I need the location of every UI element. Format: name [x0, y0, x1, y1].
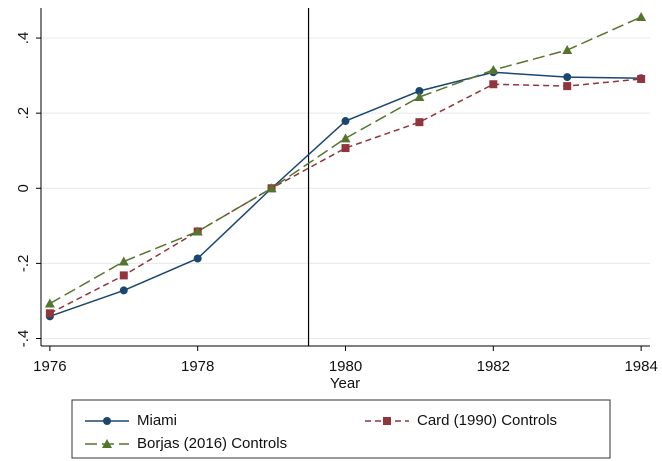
x-axis-label: Year [330, 375, 360, 392]
marker [102, 439, 112, 448]
marker [489, 80, 498, 89]
x-tick-label: 1982 [477, 358, 510, 375]
marker [45, 309, 54, 318]
legend-label: Card (1990) Controls [417, 412, 557, 429]
marker [266, 183, 277, 193]
y-tick-label: -.4 [15, 330, 32, 348]
x-tick-label: 1984 [624, 358, 657, 375]
marker [119, 271, 128, 280]
marker [119, 286, 128, 295]
y-tick-label: .2 [15, 107, 32, 120]
marker [563, 82, 572, 91]
marker [488, 64, 499, 74]
series-line [49, 78, 642, 314]
marker [340, 133, 351, 143]
marker [341, 144, 350, 153]
marker [44, 298, 55, 308]
marker [193, 254, 202, 263]
marker [192, 226, 203, 236]
marker [414, 92, 425, 102]
x-tick-label: 1980 [329, 358, 362, 375]
marker [383, 417, 391, 425]
y-tick-label: 0 [15, 184, 32, 192]
series-line [49, 16, 642, 305]
x-tick-label: 1976 [33, 358, 66, 375]
marker [415, 118, 424, 127]
marker [118, 256, 129, 266]
legend-label: Borjas (2016) Controls [137, 435, 287, 452]
legend [71, 399, 611, 459]
plot-area [41, 8, 650, 346]
y-tick-label: .4 [15, 32, 32, 45]
y-tick-label: -.2 [15, 255, 32, 273]
marker [637, 74, 646, 83]
marker [636, 12, 647, 22]
x-tick-label: 1978 [181, 358, 214, 375]
marker [341, 117, 350, 126]
marker [415, 86, 424, 95]
marker [562, 45, 573, 55]
marker [103, 417, 111, 425]
marker [563, 73, 572, 82]
legend-label: Miami [137, 412, 177, 429]
